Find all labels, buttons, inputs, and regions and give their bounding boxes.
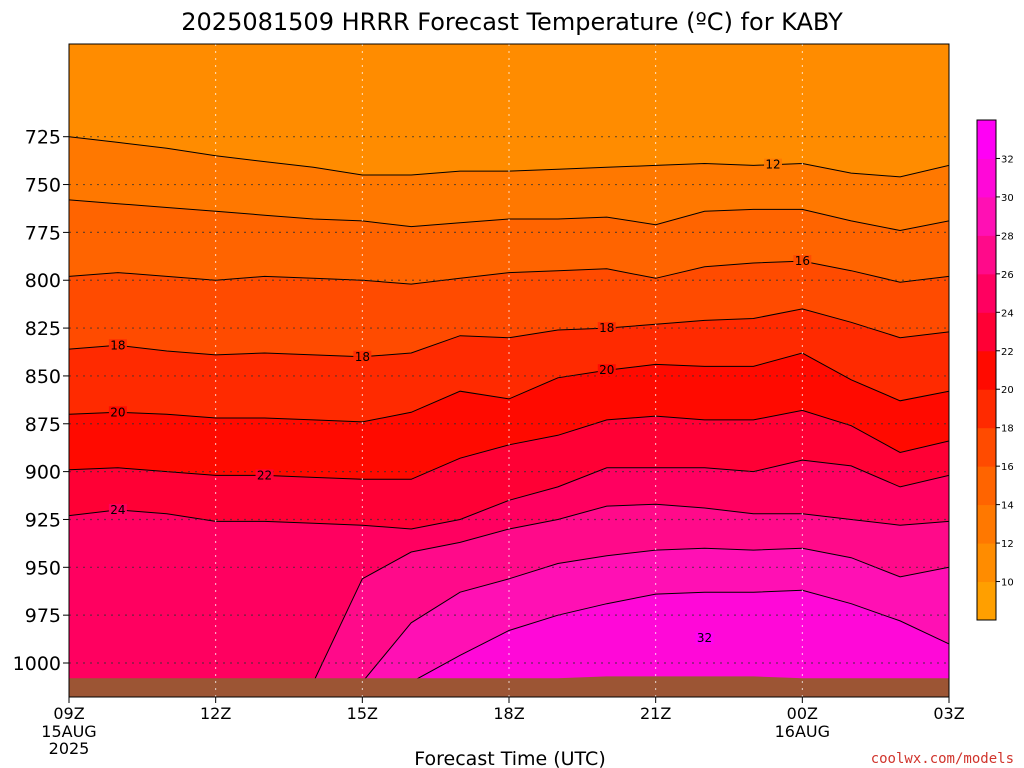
colorbar-label: 14 [1001,501,1014,512]
isotherm-label-bg-24 [108,503,127,516]
y-tick-label: 975 [25,605,61,627]
isotherm-label-22: 22 [257,468,272,482]
colorbar-segment [977,350,996,390]
isotherm-label-20: 20 [110,405,125,419]
y-tick-label: 800 [25,270,61,292]
y-tick-label: 900 [25,462,61,484]
colorbar-segment [977,235,996,275]
isotherm-label-bg-12 [764,158,782,171]
isotherm-label-bg-18 [353,350,372,363]
colorbar-label: 24 [1001,308,1014,319]
colorbar-segment [977,196,996,236]
x-tick-sublabel: 2025 [49,739,90,758]
isotherm-label-bg-18 [108,339,127,352]
y-tick-label: 850 [25,366,61,388]
colorbar-segment [977,543,996,583]
isotherm-label-bg-20 [597,364,616,377]
colorbar-label: 32 [1001,154,1014,165]
band-30 [69,590,949,697]
isotherm-label-bg-20 [108,406,127,419]
chart-title: 2025081509 HRRR Forecast Temperature (ºC… [181,8,843,36]
isotherm-label-12: 12 [765,158,780,172]
colorbar-label: 22 [1001,347,1014,358]
colorbar: 10 12 14 16 18 20 22 24 26 28 30 32 [976,119,1014,621]
colorbar-label: 20 [1001,385,1014,396]
colorbar-label: 28 [1001,231,1014,242]
isotherm-labels: 12 16 18 18 18 20 20 22 24 32 [108,158,812,645]
colorbar-label: 30 [1001,193,1014,204]
y-tick-label: 875 [25,414,61,436]
colorbar-segment [977,581,996,621]
isotherm-18 [69,308,949,358]
colorbar-segment [977,504,996,544]
x-tick-label: 00Z [787,704,818,723]
x-tick-label: 09Z [53,704,84,723]
colorbar-label: 18 [1001,424,1014,435]
isotherm-label-18: 18 [599,321,614,335]
y-tick-label: 1000 [13,653,61,675]
y-tick-label: 925 [25,509,61,531]
x-tick-label: 03Z [933,704,964,723]
isotherm-label-bg-32 [695,632,714,645]
y-tick-label: 950 [25,557,61,579]
x-tick-sublabel: 16AUG [775,722,830,741]
temperature-bands [69,44,949,697]
x-tick-label: 15Z [347,704,378,723]
colorbar-segment [977,120,996,159]
y-axis: 725 750 775 800 825 850 875 900 925 950 975 1000 [13,127,69,675]
y-tick-label: 775 [25,222,61,244]
isotherm-label-bg-22 [255,469,274,482]
isotherm-label-18: 18 [355,350,370,364]
isotherm-label-20: 20 [599,363,614,377]
colorbar-label: 12 [1001,539,1014,550]
colorbar-segment [977,273,996,313]
colorbar-segment [977,427,996,467]
isotherm-label-bg-16 [793,255,812,268]
colorbar-frame [976,119,997,621]
isotherm-label-18: 18 [110,338,125,352]
y-tick-label: 825 [25,318,61,340]
x-tick-label: 12Z [200,704,231,723]
x-tick-label: 18Z [493,704,524,723]
isotherm-label-32: 32 [697,631,712,645]
ground-surface [69,676,949,697]
colorbar-segment [977,389,996,429]
credit-link[interactable]: coolwx.com/models [871,751,1014,767]
isotherm-label-24: 24 [110,503,125,517]
isotherm-label-bg-18 [597,322,616,335]
colorbar-segment [977,312,996,352]
colorbar-segment [977,466,996,506]
x-tick-label: 21Z [640,704,671,723]
colorbar-label: 16 [1001,462,1014,473]
ground-fill [69,676,949,697]
colorbar-label: 26 [1001,270,1014,281]
x-tick-sublabel: 15AUG [41,722,96,741]
x-axis-label: Forecast Time (UTC) [414,748,605,768]
colorbar-label: 10 [1001,578,1014,589]
y-tick-label: 750 [25,175,61,197]
isotherm-label-16: 16 [795,254,810,268]
colorbar-segment [977,158,996,198]
y-tick-label: 725 [25,127,61,149]
